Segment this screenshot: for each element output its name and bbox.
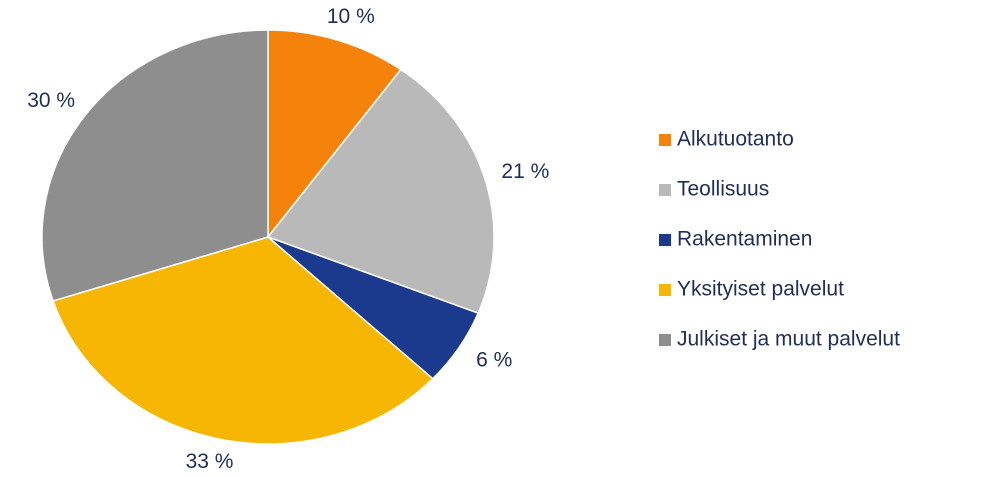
data-label: 21 % [501, 160, 549, 183]
pie-slice [41, 29, 269, 302]
legend-label: Teollisuus [677, 178, 769, 201]
legend-swatch [659, 234, 671, 246]
legend-label: Yksityiset palvelut [677, 278, 844, 301]
data-label: 10 % [327, 5, 375, 28]
data-labels: 10 % 21 % 6 % 33 % 30 % [27, 5, 549, 473]
legend-swatch [659, 134, 671, 146]
legend-label: Julkiset ja muut palvelut [677, 328, 900, 351]
legend-label: Rakentaminen [677, 228, 812, 251]
legend-swatch [659, 284, 671, 296]
pie [41, 29, 495, 445]
legend-label: Alkutuotanto [677, 128, 794, 151]
data-label: 33 % [186, 450, 234, 473]
data-label: 30 % [27, 89, 75, 112]
data-label: 6 % [476, 348, 512, 371]
legend: Alkutuotanto Teollisuus Rakentaminen Yksity… [659, 128, 900, 351]
pie-slice [267, 29, 402, 240]
pie-slice [266, 68, 495, 315]
legend-swatch [659, 334, 671, 346]
legend-swatch [659, 184, 671, 196]
pie-slice [52, 236, 434, 445]
